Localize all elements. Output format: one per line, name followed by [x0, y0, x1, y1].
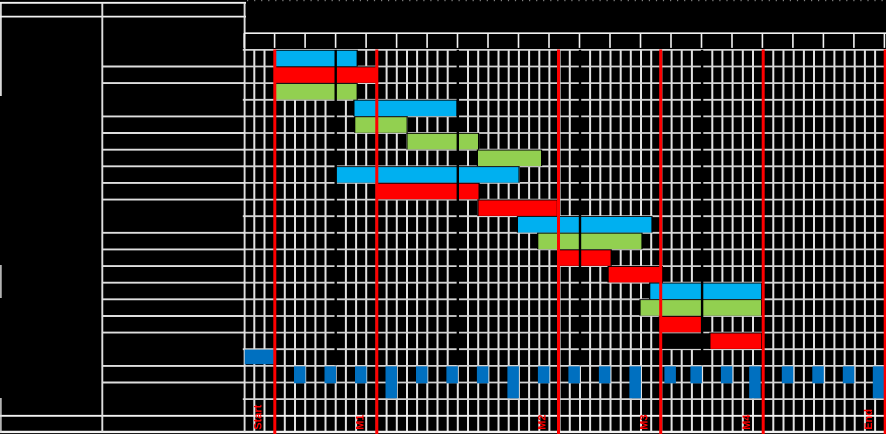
svg-text:M2: M2 — [536, 415, 548, 430]
svg-text:M3: M3 — [639, 415, 651, 430]
svg-text:M4: M4 — [741, 414, 753, 430]
svg-text:M1: M1 — [355, 415, 367, 430]
svg-text:Start: Start — [253, 404, 265, 429]
svg-text:End: End — [863, 409, 875, 430]
